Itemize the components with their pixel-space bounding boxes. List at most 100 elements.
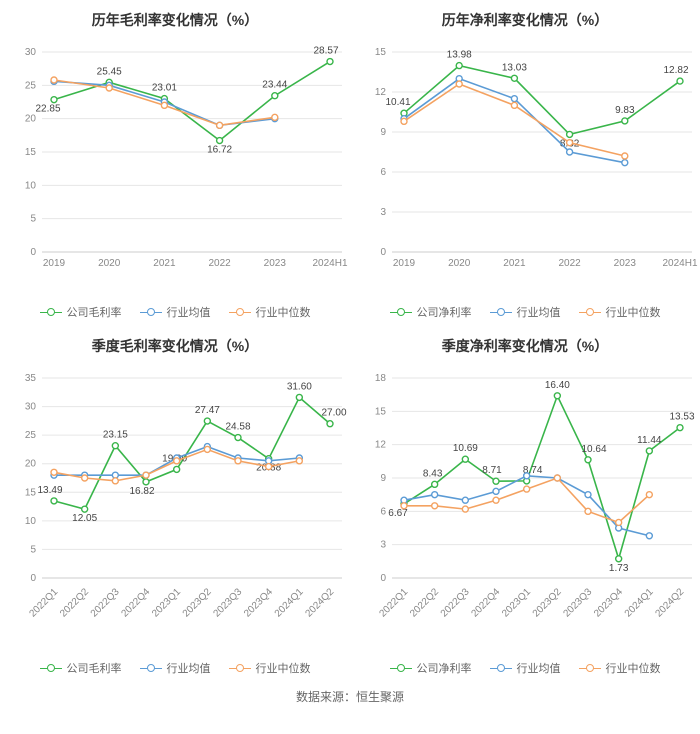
svg-text:9.83: 9.83	[615, 105, 635, 116]
svg-text:2020: 2020	[98, 258, 121, 269]
chart-grid: 历年毛利率变化情况（%） 051015202530201920202021202…	[0, 0, 700, 682]
legend-label: 行业均值	[167, 660, 211, 676]
legend-label: 公司净利率	[417, 660, 472, 676]
legend-item: 行业均值	[490, 660, 561, 676]
chart-title: 季度毛利率变化情况（%）	[2, 330, 348, 358]
svg-text:8.43: 8.43	[423, 468, 443, 479]
legend-label: 公司毛利率	[67, 660, 122, 676]
svg-text:2019: 2019	[43, 258, 66, 269]
svg-text:2021: 2021	[503, 258, 526, 269]
legend-swatch-icon	[40, 663, 62, 673]
legend-label: 行业均值	[517, 304, 561, 320]
legend-item: 行业中位数	[229, 660, 311, 676]
svg-text:25: 25	[25, 80, 37, 91]
chart-legend: 公司净利率 行业均值 行业中位数	[352, 302, 698, 326]
svg-text:2023Q4: 2023Q4	[242, 586, 275, 619]
svg-text:15: 15	[25, 487, 37, 498]
svg-text:28.57: 28.57	[313, 46, 338, 57]
svg-text:6.67: 6.67	[388, 508, 408, 519]
svg-text:2022Q1: 2022Q1	[27, 586, 60, 619]
svg-text:2023Q1: 2023Q1	[500, 586, 533, 619]
svg-text:23.44: 23.44	[262, 80, 287, 91]
svg-text:11.44: 11.44	[637, 435, 662, 446]
svg-text:2023Q3: 2023Q3	[211, 586, 244, 619]
chart-title: 季度净利率变化情况（%）	[352, 330, 698, 358]
svg-text:25.45: 25.45	[97, 66, 122, 77]
svg-text:15: 15	[375, 47, 387, 58]
chart-canvas: 03691215182022Q12022Q22022Q32022Q42023Q1…	[352, 358, 698, 658]
svg-text:2024Q1: 2024Q1	[623, 586, 656, 619]
legend-label: 公司毛利率	[67, 304, 122, 320]
chart-title: 历年净利率变化情况（%）	[352, 4, 698, 32]
svg-text:1.73: 1.73	[609, 563, 629, 574]
legend-swatch-icon	[40, 307, 62, 317]
svg-text:2024H1: 2024H1	[312, 258, 347, 269]
svg-text:2023Q3: 2023Q3	[561, 586, 594, 619]
legend-item: 行业均值	[140, 304, 211, 320]
svg-text:13.49: 13.49	[37, 485, 62, 496]
legend-label: 公司净利率	[417, 304, 472, 320]
svg-text:12.05: 12.05	[72, 513, 97, 524]
chart-canvas: 03691215201920202021202220232024H110.411…	[352, 32, 698, 302]
chart-title: 历年毛利率变化情况（%）	[2, 4, 348, 32]
legend-label: 行业中位数	[606, 304, 661, 320]
svg-text:23.01: 23.01	[152, 83, 177, 94]
svg-text:2022Q1: 2022Q1	[377, 586, 410, 619]
svg-text:2024H1: 2024H1	[662, 258, 697, 269]
legend-item: 公司毛利率	[40, 660, 122, 676]
legend-item: 行业中位数	[579, 660, 661, 676]
legend-swatch-icon	[140, 663, 162, 673]
chart-legend: 公司毛利率 行业均值 行业中位数	[2, 302, 348, 326]
svg-text:2023: 2023	[614, 258, 637, 269]
legend-item: 行业均值	[140, 660, 211, 676]
chart-legend: 公司毛利率 行业均值 行业中位数	[2, 658, 348, 682]
legend-swatch-icon	[579, 663, 601, 673]
svg-text:2022Q2: 2022Q2	[408, 586, 441, 619]
svg-text:2023: 2023	[264, 258, 287, 269]
chart-canvas: 051015202530201920202021202220232024H122…	[2, 32, 348, 302]
legend-label: 行业中位数	[256, 304, 311, 320]
svg-text:30: 30	[25, 402, 37, 413]
legend-swatch-icon	[390, 307, 412, 317]
svg-text:2021: 2021	[153, 258, 176, 269]
svg-text:30: 30	[25, 47, 37, 58]
svg-text:2023Q2: 2023Q2	[531, 586, 564, 619]
legend-item: 公司净利率	[390, 304, 472, 320]
svg-text:6: 6	[380, 506, 386, 517]
svg-text:0: 0	[30, 573, 36, 584]
svg-text:16.72: 16.72	[207, 145, 232, 156]
panel-quarter-gross: 季度毛利率变化情况（%） 051015202530352022Q12022Q22…	[0, 326, 350, 682]
svg-text:2022Q4: 2022Q4	[119, 586, 152, 619]
svg-text:23.15: 23.15	[103, 430, 128, 441]
legend-swatch-icon	[390, 663, 412, 673]
svg-text:27.00: 27.00	[321, 408, 346, 419]
svg-text:16.40: 16.40	[545, 380, 570, 391]
svg-text:2019: 2019	[393, 258, 416, 269]
svg-text:3: 3	[380, 540, 386, 551]
svg-text:2020: 2020	[448, 258, 471, 269]
svg-text:24.58: 24.58	[225, 422, 250, 433]
svg-text:13.53: 13.53	[669, 412, 694, 423]
legend-item: 行业均值	[490, 304, 561, 320]
legend-label: 行业中位数	[606, 660, 661, 676]
svg-text:2023Q2: 2023Q2	[181, 586, 214, 619]
data-source-label: 数据来源：恒生聚源	[0, 682, 700, 715]
svg-text:35: 35	[25, 373, 37, 384]
svg-text:2023Q4: 2023Q4	[592, 586, 625, 619]
svg-text:10: 10	[25, 180, 37, 191]
chart-canvas: 051015202530352022Q12022Q22022Q32022Q420…	[2, 358, 348, 658]
legend-swatch-icon	[490, 307, 512, 317]
svg-text:13.98: 13.98	[447, 50, 472, 61]
svg-text:0: 0	[380, 573, 386, 584]
legend-label: 行业均值	[517, 660, 561, 676]
svg-text:27.47: 27.47	[195, 405, 220, 416]
svg-text:2022: 2022	[558, 258, 581, 269]
svg-text:0: 0	[30, 247, 36, 258]
svg-text:2022Q3: 2022Q3	[89, 586, 122, 619]
svg-text:2024Q1: 2024Q1	[273, 586, 306, 619]
panel-annual-net: 历年净利率变化情况（%） 036912152019202020212022202…	[350, 0, 700, 326]
legend-swatch-icon	[140, 307, 162, 317]
svg-text:22.85: 22.85	[35, 104, 60, 115]
svg-text:2022Q4: 2022Q4	[469, 586, 502, 619]
svg-text:12.82: 12.82	[663, 65, 688, 76]
